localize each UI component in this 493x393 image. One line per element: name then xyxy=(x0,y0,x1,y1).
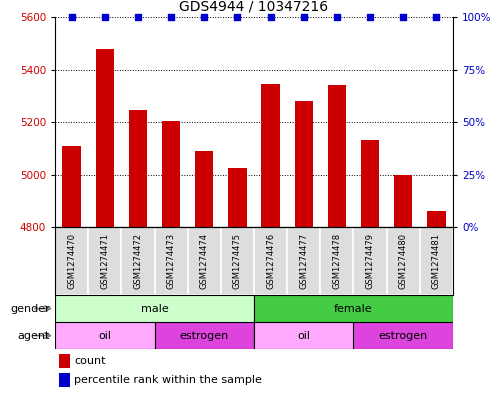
Point xyxy=(68,14,75,20)
Text: estrogen: estrogen xyxy=(179,331,229,341)
Bar xyxy=(188,227,221,295)
Text: GSM1274477: GSM1274477 xyxy=(299,233,308,289)
Bar xyxy=(427,211,446,227)
Point xyxy=(300,14,308,20)
Title: GDS4944 / 10347216: GDS4944 / 10347216 xyxy=(179,0,328,13)
Bar xyxy=(63,146,81,227)
Point xyxy=(167,14,175,20)
Text: GSM1274473: GSM1274473 xyxy=(167,233,176,289)
Bar xyxy=(254,295,453,322)
Bar xyxy=(55,227,88,295)
Point xyxy=(432,14,440,20)
Bar xyxy=(353,227,387,295)
Bar xyxy=(59,354,70,368)
Bar xyxy=(353,322,453,349)
Point xyxy=(399,14,407,20)
Bar xyxy=(154,227,188,295)
Bar xyxy=(254,322,353,349)
Bar xyxy=(55,295,254,322)
Bar xyxy=(195,151,213,227)
Text: percentile rank within the sample: percentile rank within the sample xyxy=(74,375,262,385)
Text: agent: agent xyxy=(18,331,50,341)
Text: estrogen: estrogen xyxy=(379,331,428,341)
Bar xyxy=(221,227,254,295)
Bar xyxy=(328,85,346,227)
Bar xyxy=(121,227,154,295)
Bar xyxy=(55,322,154,349)
Text: GSM1274480: GSM1274480 xyxy=(399,233,408,288)
Bar xyxy=(387,227,420,295)
Point xyxy=(234,14,242,20)
Text: GSM1274479: GSM1274479 xyxy=(366,233,375,288)
Bar xyxy=(162,121,180,227)
Text: female: female xyxy=(334,304,373,314)
Text: count: count xyxy=(74,356,106,366)
Point xyxy=(267,14,275,20)
Bar xyxy=(361,140,379,227)
Bar xyxy=(154,322,254,349)
Text: GSM1274472: GSM1274472 xyxy=(134,233,142,288)
Bar xyxy=(254,227,287,295)
Bar xyxy=(295,101,313,227)
Text: GSM1274471: GSM1274471 xyxy=(100,233,109,288)
Text: male: male xyxy=(141,304,169,314)
Bar xyxy=(96,49,114,227)
Bar xyxy=(261,84,280,227)
Text: GSM1274475: GSM1274475 xyxy=(233,233,242,288)
Point xyxy=(134,14,142,20)
Bar xyxy=(59,373,70,387)
Text: gender: gender xyxy=(10,304,50,314)
Text: GSM1274476: GSM1274476 xyxy=(266,233,275,289)
Text: GSM1274474: GSM1274474 xyxy=(200,233,209,288)
Text: GSM1274470: GSM1274470 xyxy=(67,233,76,288)
Point xyxy=(200,14,208,20)
Point xyxy=(333,14,341,20)
Bar xyxy=(420,227,453,295)
Bar xyxy=(287,227,320,295)
Text: GSM1274478: GSM1274478 xyxy=(332,233,342,289)
Point xyxy=(101,14,108,20)
Bar xyxy=(320,227,353,295)
Bar xyxy=(228,168,246,227)
Text: oil: oil xyxy=(297,331,310,341)
Bar xyxy=(394,174,412,227)
Text: oil: oil xyxy=(98,331,111,341)
Text: GSM1274481: GSM1274481 xyxy=(432,233,441,288)
Bar xyxy=(129,110,147,227)
Bar xyxy=(88,227,121,295)
Point xyxy=(366,14,374,20)
